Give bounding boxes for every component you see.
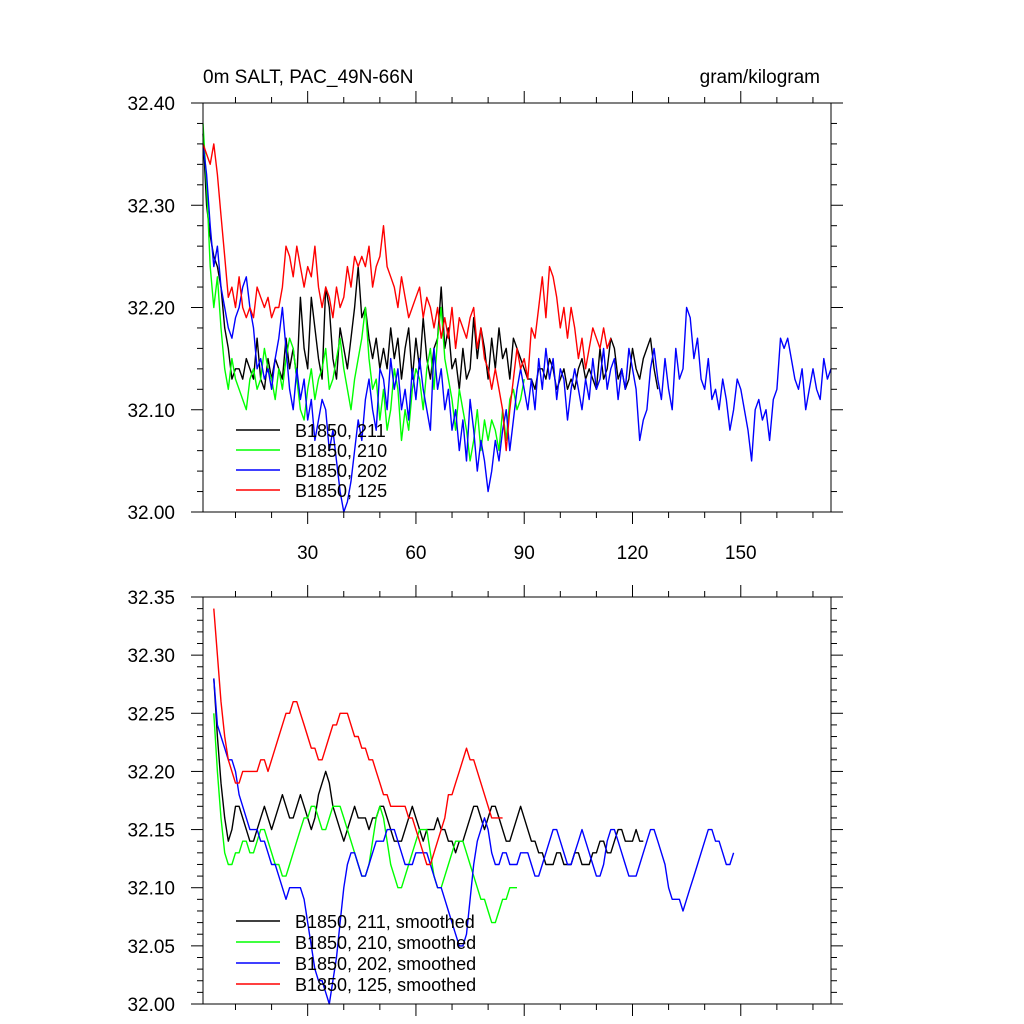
series-line-top-4 xyxy=(202,143,612,452)
top-panel: 0m SALT, PAC_49N-66N gram/kilogram 30 60 9… xyxy=(127,67,843,564)
x-tick-label: 90 xyxy=(514,543,535,564)
y-tick-label: 32.10 xyxy=(127,879,175,900)
y-tick-label: 32.15 xyxy=(127,821,175,842)
legend-label-3: B1850, 202, smoothed xyxy=(295,954,476,974)
y-tick-label: 32.35 xyxy=(127,588,175,609)
legend-label-1: B1850, 211 xyxy=(295,421,386,441)
y-tick-label: 32.30 xyxy=(127,196,175,217)
x-tick-label: 60 xyxy=(405,543,426,564)
legend-label-1: B1850, 211, smoothed xyxy=(295,912,475,932)
legend-label-4: B1850, 125, smoothed xyxy=(295,975,476,995)
y-tick-label: 32.30 xyxy=(127,646,175,667)
top-panel-title: 0m SALT, PAC_49N-66N xyxy=(203,67,414,88)
bottom-panel: 32.00 32.05 32.10 32.15 32.20 32.25 32.30 32.35… xyxy=(127,585,843,1016)
legend-label-3: B1850, 202 xyxy=(295,461,387,481)
y-tick-label: 32.00 xyxy=(127,503,175,524)
y-tick-label: 32.20 xyxy=(127,299,175,320)
series-line-bottom-4 xyxy=(213,608,503,866)
legend-label-2: B1850, 210 xyxy=(295,441,387,461)
series-line-bottom-3 xyxy=(213,678,735,1005)
y-tick-label: 32.40 xyxy=(127,94,175,115)
x-tick-label: 120 xyxy=(617,543,649,564)
series-line-top-2 xyxy=(202,123,525,462)
x-tick-label: 30 xyxy=(297,543,318,564)
legend-label-4: B1850, 125 xyxy=(295,481,387,501)
y-tick-label: 32.25 xyxy=(127,704,175,725)
y-tick-label: 32.05 xyxy=(127,937,175,958)
y-tick-label: 32.20 xyxy=(127,762,175,783)
y-tick-label: 32.00 xyxy=(127,995,175,1016)
x-tick-label: 150 xyxy=(725,543,757,564)
top-panel-units: gram/kilogram xyxy=(700,67,820,88)
y-tick-label: 32.10 xyxy=(127,401,175,422)
series-line-top-3 xyxy=(202,143,832,513)
plot-frame xyxy=(202,596,832,1005)
legend-label-2: B1850, 210, smoothed xyxy=(295,933,476,953)
